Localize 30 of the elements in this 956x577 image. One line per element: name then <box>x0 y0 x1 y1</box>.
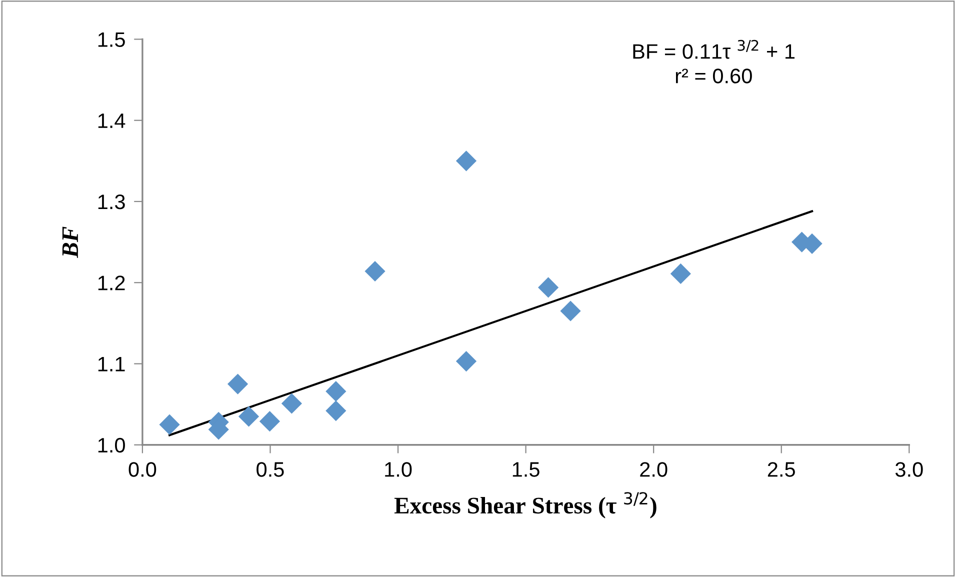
y-tick-label: 1.5 <box>98 32 125 47</box>
x-tick-label: 2.0 <box>640 462 668 477</box>
point <box>538 277 559 298</box>
point <box>364 260 386 282</box>
x-tick-label: 1.5 <box>512 462 540 477</box>
point <box>326 400 346 422</box>
annotation: BF = 0.11τ $^{3/2}$ + 1 <box>633 40 795 59</box>
y-tick-label: 1.4 <box>98 114 126 128</box>
x-tick-label: 3.0 <box>895 462 923 477</box>
x-tick-label: 1.0 <box>385 462 412 477</box>
x-tick-label: 2.5 <box>768 462 795 477</box>
y-tick-label: 1.2 <box>98 276 125 290</box>
point <box>159 414 180 435</box>
annotation: r² = 0.60 <box>676 68 752 84</box>
y-tick-label: 1.1 <box>98 356 125 372</box>
x-tick-label: 0.0 <box>128 462 156 477</box>
point <box>238 406 260 427</box>
point <box>281 393 302 414</box>
point <box>227 374 248 394</box>
point <box>326 381 346 402</box>
point <box>259 411 280 432</box>
x-tick-label: 0.5 <box>256 462 284 477</box>
x-axis-title: Excess Shear Stress (τ $^{3/2}$) <box>394 492 656 518</box>
y-tick-label: 1.0 <box>98 438 125 453</box>
point <box>456 351 477 372</box>
point <box>670 263 691 284</box>
y-tick-label: 1.3 <box>98 194 125 210</box>
y-axis-title: BF <box>62 226 78 258</box>
point <box>560 300 581 322</box>
point <box>456 150 477 172</box>
